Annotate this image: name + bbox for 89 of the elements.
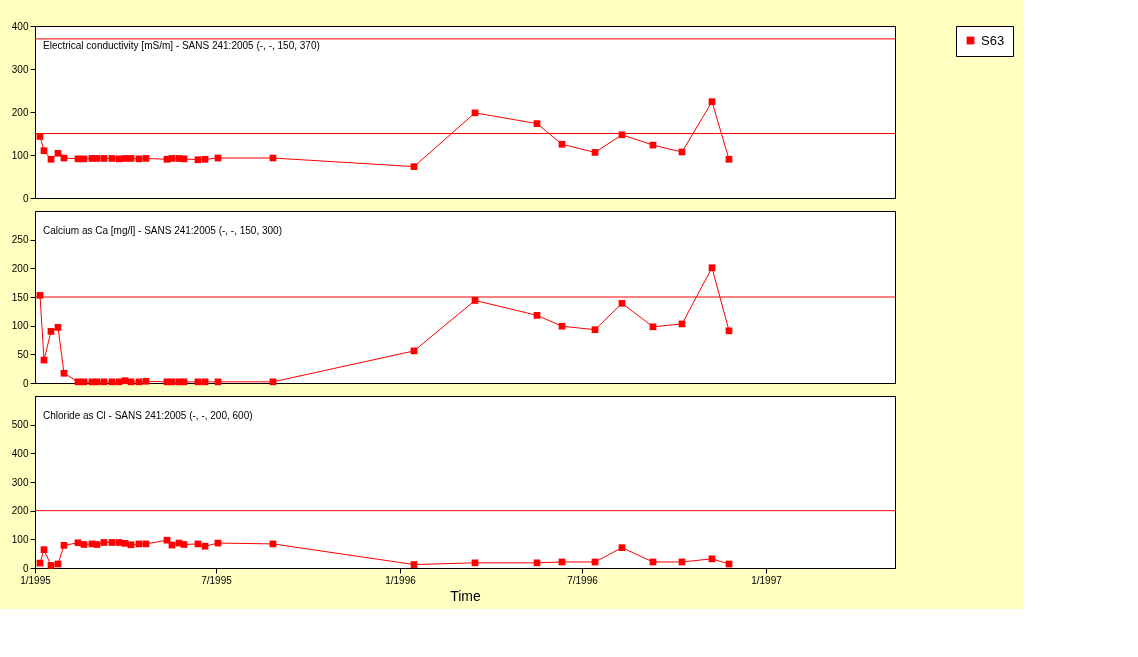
y-tick-label: 200 xyxy=(11,505,29,517)
point xyxy=(93,541,101,548)
point xyxy=(201,155,209,163)
x-tick-label: 1/1997 xyxy=(751,574,783,586)
point xyxy=(47,328,55,335)
point xyxy=(269,378,277,386)
point xyxy=(533,559,541,567)
text: Chloride as Cl - SANS 241:2005 (-, -, 200, 600) xyxy=(43,410,253,421)
point xyxy=(180,541,188,548)
point xyxy=(410,163,418,170)
y-tick-label: 300 xyxy=(11,476,29,488)
point xyxy=(168,155,176,162)
point xyxy=(121,539,129,547)
y-tick-label: 0 xyxy=(22,562,29,574)
point xyxy=(93,378,101,386)
point xyxy=(471,559,479,567)
y-tick-label: 500 xyxy=(11,419,29,431)
point xyxy=(108,539,116,546)
y-tick-label: 150 xyxy=(11,291,29,303)
point xyxy=(135,378,143,386)
point xyxy=(142,377,150,385)
y-tick-label: 300 xyxy=(11,63,29,75)
point xyxy=(60,542,68,549)
point xyxy=(168,378,176,386)
legend-label: S63 xyxy=(981,32,1005,48)
point xyxy=(591,326,599,334)
point xyxy=(533,120,541,127)
point xyxy=(121,155,129,162)
point xyxy=(142,155,150,162)
y-tick-label: 200 xyxy=(11,106,29,118)
point xyxy=(618,299,626,307)
point xyxy=(100,155,108,162)
point xyxy=(47,155,55,163)
y-tick-label: 200 xyxy=(11,262,29,274)
point xyxy=(74,539,82,547)
point xyxy=(54,324,62,331)
y-tick-label: 250 xyxy=(11,234,29,246)
point xyxy=(708,264,716,272)
point xyxy=(558,140,566,148)
point xyxy=(410,561,418,568)
point xyxy=(74,378,82,386)
point xyxy=(558,322,566,330)
point xyxy=(201,378,209,386)
point xyxy=(194,378,202,386)
point xyxy=(533,311,541,319)
y-tick-label: 400 xyxy=(11,447,29,459)
point xyxy=(40,147,48,155)
point xyxy=(47,562,55,569)
point xyxy=(80,541,88,548)
point xyxy=(108,378,116,386)
point xyxy=(725,155,733,163)
y-tick-label: 100 xyxy=(11,149,29,161)
point xyxy=(194,156,202,164)
text: Calcium as Ca [mg/l] - SANS 241:2005 (-, -, 150, 300) xyxy=(43,225,282,236)
y-tick-label: 50 xyxy=(17,348,29,360)
point xyxy=(725,327,733,335)
point xyxy=(127,155,135,162)
y-tick-label: 0 xyxy=(22,192,29,204)
point xyxy=(80,378,88,386)
point xyxy=(121,377,129,385)
point xyxy=(127,378,135,386)
point xyxy=(649,323,657,331)
point xyxy=(100,539,108,546)
point xyxy=(201,542,209,550)
point xyxy=(708,555,716,563)
point xyxy=(40,546,48,554)
point xyxy=(93,155,101,162)
y-tick-label: 100 xyxy=(11,533,29,545)
x-tick-label: 1/1995 xyxy=(20,574,52,586)
point xyxy=(618,544,626,551)
point xyxy=(214,378,222,386)
point xyxy=(591,149,599,156)
x-tick-label: 7/1996 xyxy=(567,574,599,586)
point xyxy=(115,378,123,386)
x-axis-title: Time xyxy=(450,587,482,604)
y-tick-label: 400 xyxy=(11,20,29,32)
x-tick-label: 7/1995 xyxy=(201,574,233,586)
point xyxy=(54,149,62,157)
text: Electrical conductivity [mS/m] - SANS 241:2005 (-, -, 150, 370) xyxy=(43,40,320,51)
point xyxy=(108,155,116,162)
point xyxy=(100,378,108,386)
point xyxy=(127,541,135,549)
point xyxy=(708,98,716,106)
x-tick-label: 1/1996 xyxy=(385,574,417,586)
point xyxy=(115,539,123,546)
point xyxy=(60,369,68,377)
point xyxy=(180,378,188,386)
y-tick-label: 0 xyxy=(22,377,29,389)
y-tick-label: 100 xyxy=(11,320,29,332)
